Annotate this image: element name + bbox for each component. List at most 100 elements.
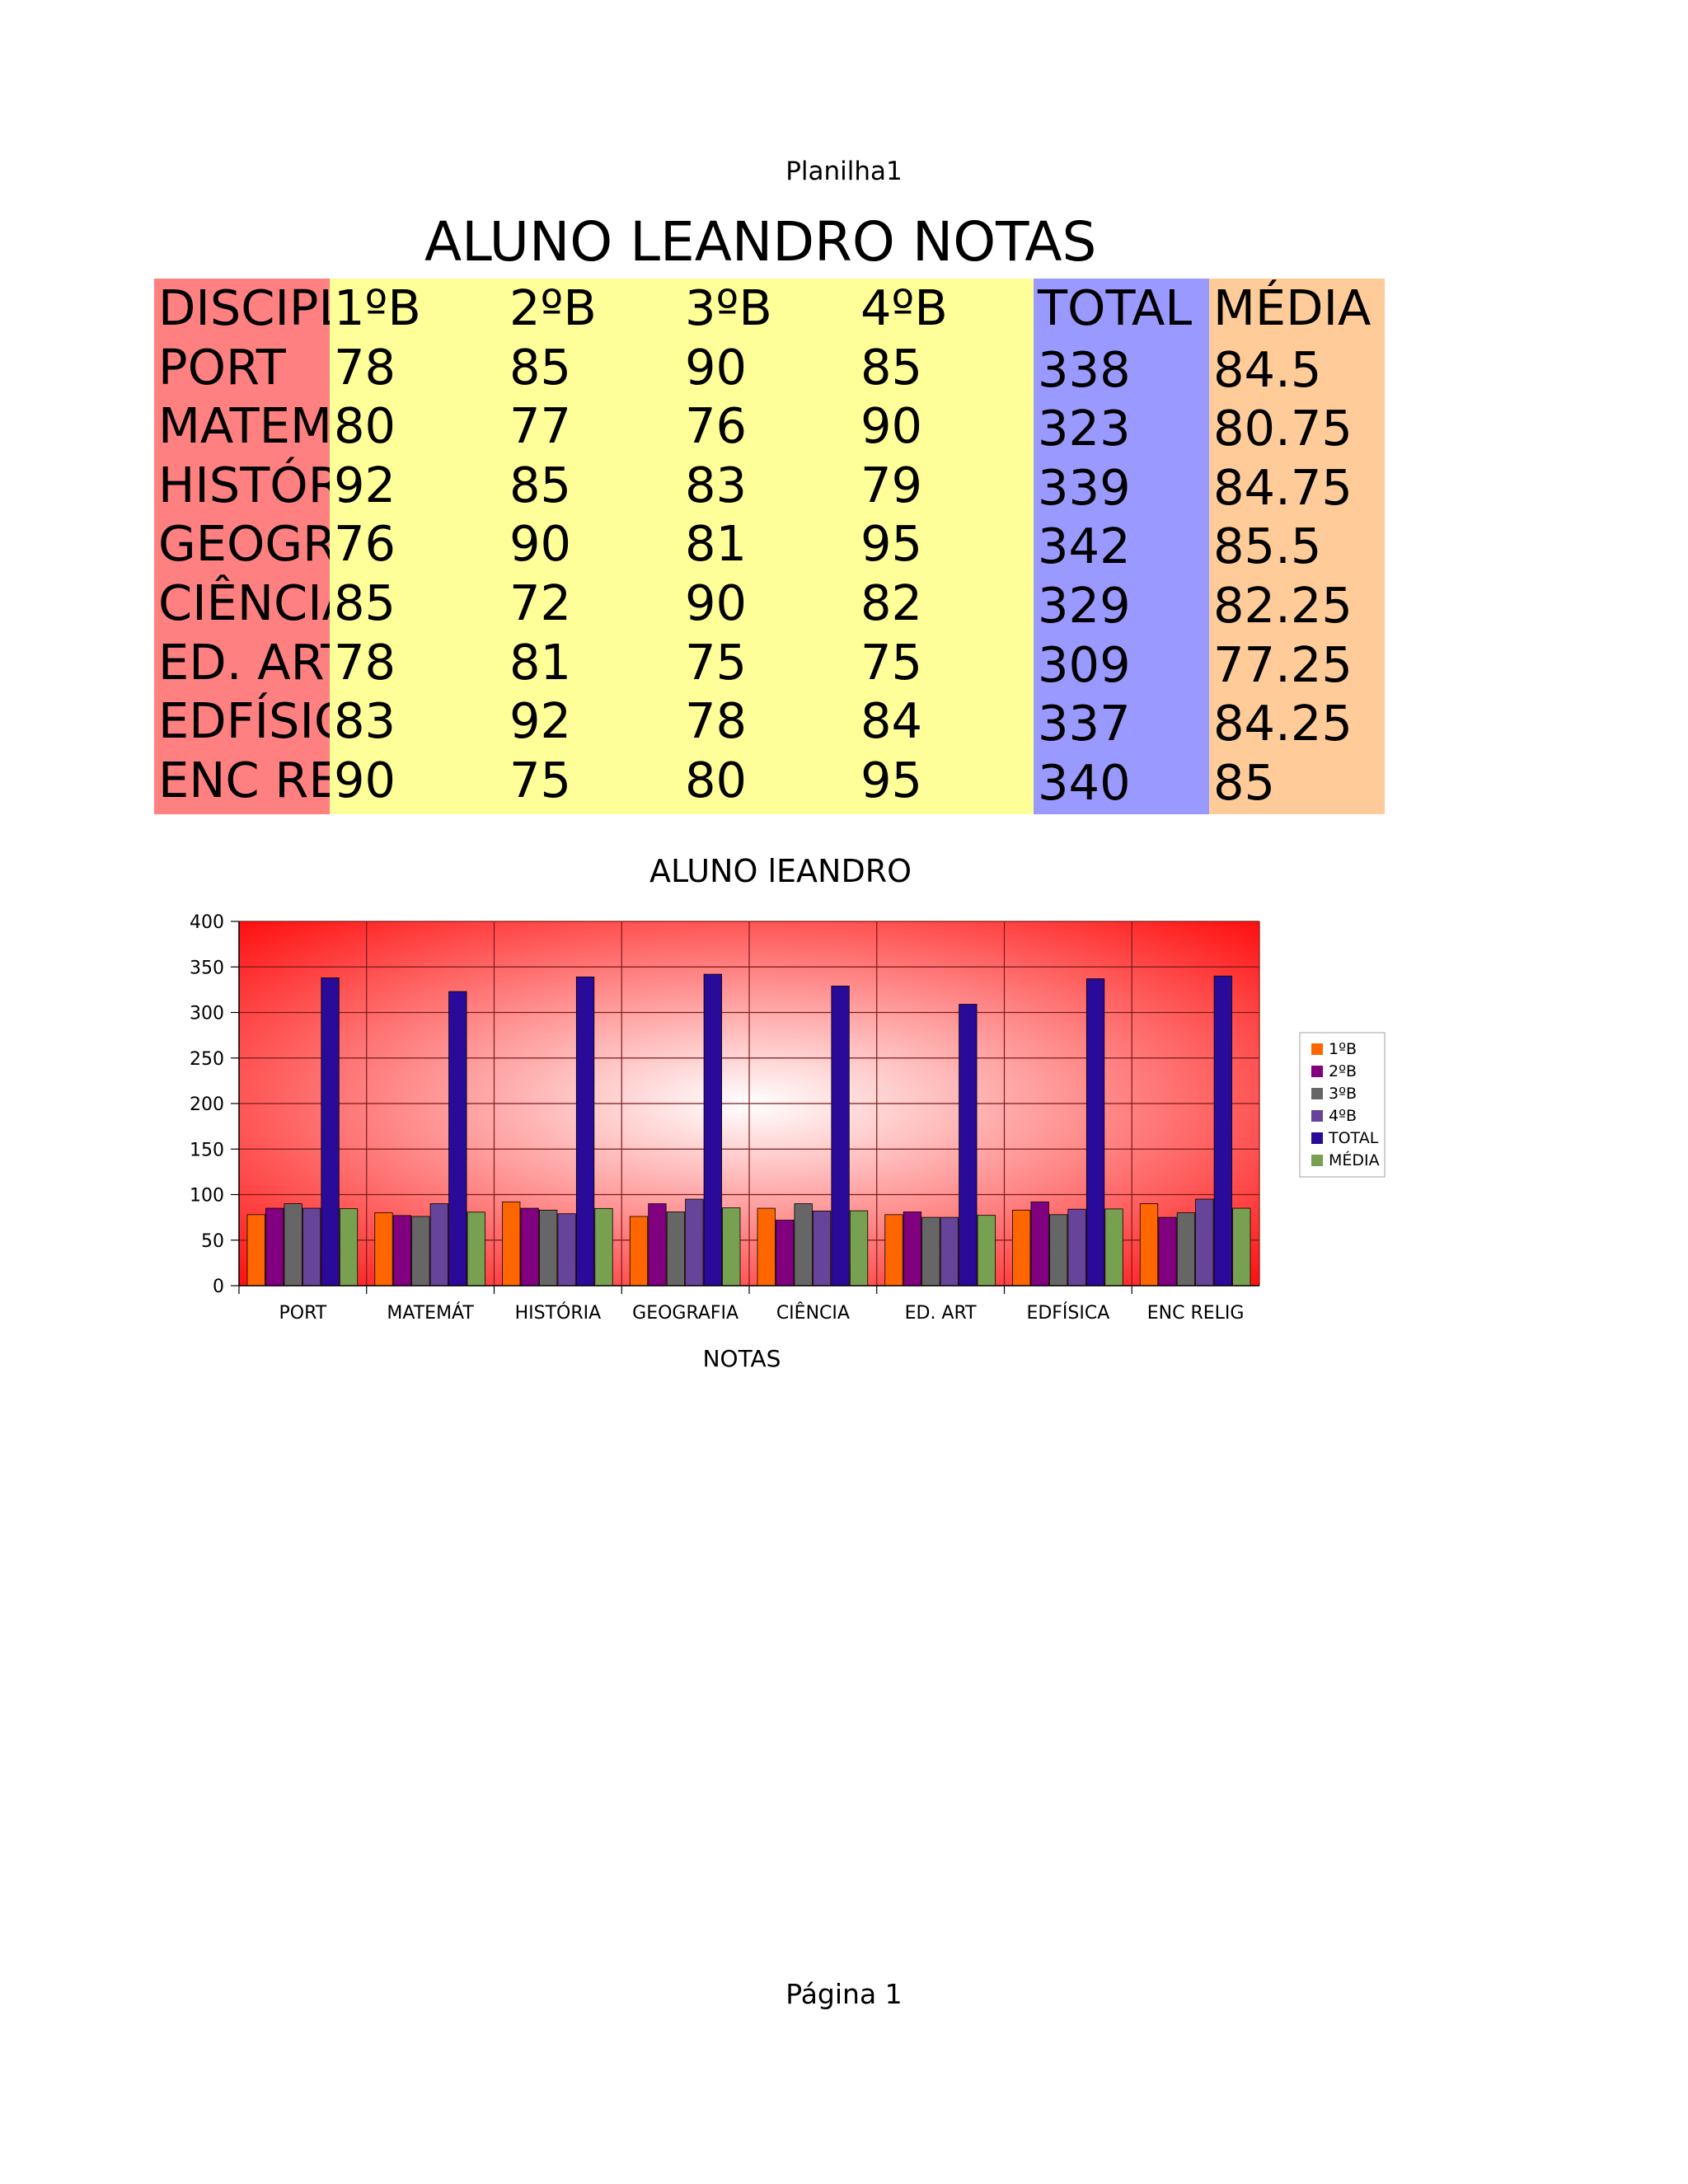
table-cell: 83 — [334, 692, 396, 749]
legend-swatch — [1311, 1110, 1323, 1122]
bar — [1030, 1201, 1049, 1286]
header-cell: 4ºB — [860, 279, 948, 336]
page-footer: Página 1 — [785, 1978, 903, 2010]
header-cell: 1ºB — [334, 279, 421, 336]
x-axis: PORT MATEMÁT HISTÓRIA GEOGRAFIA CIÊNCIA ED. A… — [238, 1285, 1259, 1324]
header-cell: DISCIPLINA — [158, 279, 330, 336]
legend-entry: 1ºB — [1329, 1040, 1357, 1058]
bar — [794, 1203, 813, 1286]
header-cell: MÉDIA — [1213, 279, 1372, 336]
table-cell: 79 — [860, 457, 923, 513]
table-cell: 80.75 — [1213, 400, 1353, 457]
y-axis: 0 50 100 150 200 250 300 350 400 — [190, 912, 240, 1297]
legend-swatch — [1311, 1043, 1323, 1055]
table-cell: 339 — [1038, 459, 1131, 516]
table-cell: 90 — [685, 574, 748, 631]
y-tick-label: 250 — [190, 1049, 224, 1070]
x-tick-label: GEOGRAFIA — [632, 1303, 738, 1324]
y-tick-label: 0 — [213, 1277, 224, 1297]
table-cell: 78 — [334, 339, 396, 396]
table-cell: 85 — [509, 339, 572, 396]
column-q3: 3ºB 90 76 83 81 90 75 78 80 — [681, 279, 856, 814]
bar — [1104, 1208, 1123, 1286]
x-tick-label: ENC RELIG — [1147, 1303, 1245, 1324]
table-cell: 83 — [685, 457, 748, 513]
table-cell: 76 — [685, 397, 748, 454]
legend-swatch — [1311, 1155, 1323, 1166]
bar — [1158, 1216, 1177, 1286]
x-tick-label: ED. ART — [905, 1303, 978, 1324]
bar — [722, 1207, 741, 1286]
x-tick-label: CIÊNCIA — [776, 1302, 850, 1324]
bar — [1067, 1208, 1086, 1286]
column-q1: 1ºB 78 80 92 76 85 78 83 90 — [330, 279, 505, 814]
bar — [1176, 1212, 1196, 1286]
table-cell: 84 — [860, 692, 923, 749]
table-cell: HISTÓRIA — [158, 457, 330, 513]
x-tick-label: EDFÍSICA — [1026, 1302, 1109, 1324]
bar — [411, 1216, 430, 1286]
table-cell: 81 — [685, 515, 748, 572]
bar — [594, 1207, 613, 1286]
bar — [884, 1214, 903, 1286]
column-total: TOTAL 338 323 339 342 329 309 337 340 — [1034, 279, 1209, 814]
table-cell: 77.25 — [1213, 636, 1353, 693]
table-cell: 90 — [334, 752, 396, 808]
chart-title: ALUNO lEANDRO — [649, 853, 912, 889]
legend-swatch — [1311, 1088, 1323, 1099]
column-q2: 2ºB 85 77 85 90 72 81 92 75 — [505, 279, 681, 814]
bar — [448, 991, 467, 1286]
table-cell: 95 — [860, 752, 923, 808]
table-cell: 85 — [334, 574, 396, 631]
legend-entry: MÉDIA — [1329, 1151, 1380, 1169]
x-tick-label: HISTÓRIA — [515, 1302, 602, 1324]
legend-box — [1299, 1032, 1386, 1178]
table-cell: 75 — [685, 634, 748, 691]
table-cell: 342 — [1038, 518, 1131, 574]
bar — [265, 1207, 284, 1286]
bar — [921, 1216, 940, 1286]
bar — [557, 1213, 576, 1286]
table-cell: 309 — [1038, 636, 1131, 693]
bar — [629, 1216, 649, 1286]
bar — [648, 1203, 667, 1286]
table-cell: 323 — [1038, 400, 1131, 457]
table-cell: 85 — [1213, 754, 1276, 811]
table-cell: 82.25 — [1213, 577, 1353, 634]
bar — [977, 1215, 996, 1286]
legend-entry: 3ºB — [1329, 1085, 1357, 1103]
y-tick-label: 350 — [190, 958, 224, 978]
table-cell: 81 — [509, 634, 572, 691]
table-cell: 80 — [334, 397, 396, 454]
x-axis-label: NOTAS — [703, 1345, 781, 1372]
bar — [302, 1207, 321, 1286]
table-cell: ED. ART — [158, 634, 330, 691]
bar — [776, 1220, 795, 1286]
bar — [666, 1212, 686, 1286]
bar — [831, 986, 850, 1286]
table-cell: GEOGRAFIA — [158, 515, 330, 572]
table-cell: 92 — [509, 692, 572, 749]
table-cell: 92 — [334, 457, 396, 513]
bar — [703, 973, 722, 1286]
bar — [539, 1209, 558, 1286]
x-tick-label: PORT — [279, 1303, 327, 1324]
table-cell: 90 — [685, 339, 748, 396]
header-cell: TOTAL — [1038, 279, 1193, 336]
y-tick-label: 150 — [190, 1140, 224, 1160]
table-cell: PORT — [158, 339, 286, 396]
table-cell: 95 — [860, 515, 923, 572]
table-cell: ENC RELIG — [158, 752, 330, 808]
bar — [940, 1216, 959, 1286]
page-header: Planilha1 — [785, 157, 903, 186]
bar — [392, 1215, 412, 1286]
table-cell: 84.25 — [1213, 695, 1353, 752]
x-tick-label: MATEMÁT — [387, 1302, 474, 1324]
legend-entry: TOTAL — [1328, 1129, 1379, 1147]
table-cell: 80 — [685, 752, 748, 808]
bar — [849, 1210, 869, 1286]
table-cell: 85.5 — [1213, 518, 1322, 574]
bar — [1049, 1214, 1068, 1286]
table-cell: 84.75 — [1213, 459, 1353, 516]
